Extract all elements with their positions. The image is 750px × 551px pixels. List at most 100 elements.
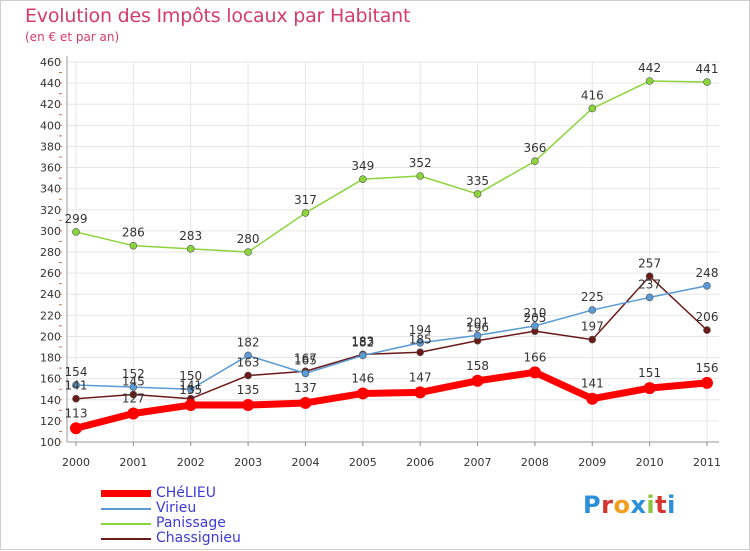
data-label-panissage: 286 xyxy=(122,226,145,240)
data-point-virieu xyxy=(703,281,711,290)
y-tick-label: 140 xyxy=(40,394,61,407)
data-label-chassignieu: 205 xyxy=(523,311,546,325)
data-point-chassignieu xyxy=(72,394,80,403)
data-point-virieu xyxy=(416,338,424,347)
data-label-panissage: 283 xyxy=(179,229,202,243)
data-label-panissage: 317 xyxy=(294,193,317,207)
data-point-chlieu xyxy=(70,422,82,435)
legend-label-chelieu: CHéLIEU xyxy=(156,485,216,501)
data-point-chassignieu xyxy=(244,371,252,380)
data-point-panissage xyxy=(301,209,310,217)
legend-swatch-chassignieu xyxy=(101,538,151,540)
chart-title: Evolution des Impôts locaux par Habitant xyxy=(25,5,411,27)
data-point-panissage xyxy=(645,77,654,85)
data-point-virieu xyxy=(473,331,482,340)
logo-letter: i xyxy=(667,491,676,519)
data-label-chlieu: 127 xyxy=(122,392,145,406)
data-point-panissage xyxy=(244,248,252,256)
y-tick-label: 460 xyxy=(40,56,61,69)
data-point-panissage xyxy=(72,228,80,236)
data-label-panissage: 349 xyxy=(351,159,374,173)
data-label-chassignieu: 196 xyxy=(466,321,489,335)
data-label-chassignieu: 141 xyxy=(179,379,202,393)
x-tick-label: 2006 xyxy=(406,456,434,469)
data-label-virieu: 182 xyxy=(237,335,260,349)
data-point-chlieu xyxy=(127,407,140,420)
data-label-virieu: 237 xyxy=(638,277,661,291)
data-point-panissage xyxy=(416,172,424,180)
proxiti-logo: Proxiti xyxy=(583,491,676,519)
data-label-chassignieu: 167 xyxy=(294,351,317,365)
x-tick-label: 2002 xyxy=(177,456,205,469)
data-point-panissage xyxy=(129,241,138,250)
data-point-chlieu xyxy=(701,376,713,389)
y-tick-label: 160 xyxy=(40,373,61,386)
data-point-chassignieu xyxy=(645,272,654,281)
data-point-chlieu xyxy=(586,392,599,405)
series-line-virieu xyxy=(75,285,708,390)
data-label-panissage: 299 xyxy=(65,212,88,226)
data-label-chlieu: 113 xyxy=(65,406,88,420)
data-label-virieu: 154 xyxy=(65,365,88,379)
data-label-chlieu: 141 xyxy=(581,377,604,391)
data-point-chassignieu xyxy=(129,390,138,399)
data-point-virieu xyxy=(588,306,597,314)
data-label-virieu: 201 xyxy=(466,315,489,329)
data-label-virieu: 194 xyxy=(409,323,432,337)
x-tick-label: 2000 xyxy=(62,456,90,469)
data-point-virieu xyxy=(129,383,138,391)
x-tick-label: 2005 xyxy=(349,456,377,469)
data-label-chassignieu: 206 xyxy=(696,310,719,324)
data-label-chassignieu: 141 xyxy=(65,379,88,393)
data-label-chlieu: 147 xyxy=(409,370,432,384)
data-point-panissage xyxy=(186,245,195,253)
data-label-chlieu: 151 xyxy=(638,366,661,380)
y-tick-label: 200 xyxy=(40,330,61,343)
data-point-virieu xyxy=(72,381,80,389)
data-label-chlieu: 158 xyxy=(466,359,489,373)
data-label-chassignieu: 185 xyxy=(409,332,432,346)
y-tick-label: 180 xyxy=(40,352,61,365)
data-point-chlieu xyxy=(299,396,312,409)
data-label-virieu: 182 xyxy=(351,335,374,349)
y-tick-label: 440 xyxy=(40,77,61,90)
y-tick-label: 400 xyxy=(40,119,61,132)
series-lines xyxy=(70,77,713,435)
data-point-virieu xyxy=(531,322,539,330)
data-label-chassignieu: 163 xyxy=(237,356,260,370)
y-tick-label: 220 xyxy=(40,309,61,322)
y-tick-label: 280 xyxy=(40,246,61,259)
y-tick-label: 320 xyxy=(40,204,61,217)
data-point-virieu xyxy=(186,385,195,394)
data-label-virieu: 225 xyxy=(581,290,604,304)
x-tick-label: 2003 xyxy=(234,456,262,469)
axes: 100 120 140 160 180 200 220 240 260 280 300 320 340 3… xyxy=(40,56,721,469)
y-tick-label: 380 xyxy=(40,140,61,153)
logo-letter: t xyxy=(655,491,668,519)
data-label-chlieu: 156 xyxy=(696,361,719,375)
legend-label-chassignieu: Chassignieu xyxy=(156,530,241,546)
data-label-chassignieu: 145 xyxy=(122,375,145,389)
data-label-chlieu: 135 xyxy=(237,383,260,397)
data-label-chlieu: 166 xyxy=(523,350,546,364)
legend-swatch-panissage xyxy=(101,523,151,525)
data-point-chassignieu xyxy=(703,326,711,334)
y-tick-label: 100 xyxy=(40,436,61,449)
data-point-panissage xyxy=(703,78,711,86)
x-tick-label: 2009 xyxy=(578,456,606,469)
series-line-panissage xyxy=(75,80,708,253)
legend-swatch-chelieu xyxy=(101,490,151,497)
data-point-chlieu xyxy=(471,374,484,387)
series-line-chassignieu xyxy=(75,275,708,400)
logo-letter: P xyxy=(583,491,602,519)
x-tick-label: 2008 xyxy=(521,456,549,469)
logo-letter: o xyxy=(613,491,631,519)
data-point-virieu xyxy=(645,293,654,302)
data-label-chlieu: 146 xyxy=(351,371,374,385)
y-tick-label: 300 xyxy=(40,225,61,238)
logo-letter: x xyxy=(630,491,647,519)
data-label-virieu: 165 xyxy=(294,353,317,367)
data-label-chassignieu: 183 xyxy=(351,334,374,348)
